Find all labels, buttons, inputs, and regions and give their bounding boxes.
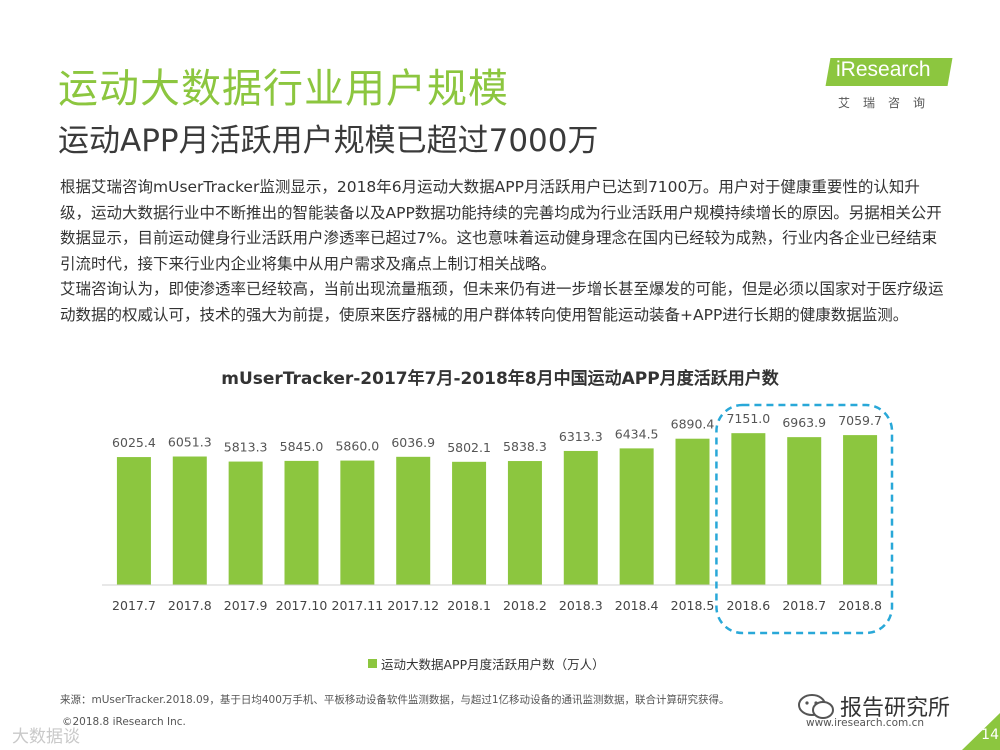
data-label-2018.6: 7151.0	[726, 411, 770, 426]
x-tick-2018.7: 2018.7	[782, 598, 826, 613]
site-url: www.iresearch.com.cn	[806, 717, 925, 729]
bar-2017.12	[396, 456, 431, 585]
page-number: 14	[981, 727, 999, 743]
page-title: 运动大数据行业用户规模	[58, 66, 509, 112]
wechat-icon	[798, 694, 834, 719]
data-label-2018.4: 6434.5	[615, 426, 659, 441]
data-label-2017.7: 6025.4	[112, 435, 156, 450]
bar-2018.4	[619, 448, 654, 585]
bar-2017.10	[284, 460, 319, 585]
data-label-2018.8: 7059.7	[838, 413, 882, 428]
bar-2018.2	[507, 461, 542, 585]
x-tick-2018.1: 2018.1	[447, 598, 491, 613]
body-text: 根据艾瑞咨询mUserTracker监测显示，2018年6月运动大数据APP月活…	[60, 175, 950, 328]
bar-2018.5	[675, 438, 710, 585]
watermark-right: 报告研究所	[840, 696, 951, 721]
bar-2018.1	[452, 461, 487, 585]
data-label-2018.5: 6890.4	[671, 417, 715, 432]
bar-2017.8	[172, 456, 207, 585]
bar-2018.7	[787, 437, 822, 585]
bar-2018.3	[563, 450, 598, 585]
body-paragraph-1: 根据艾瑞咨询mUserTracker监测显示，2018年6月运动大数据APP月活…	[60, 178, 942, 273]
x-tick-2017.11: 2017.11	[332, 598, 384, 613]
x-tick-2017.9: 2017.9	[224, 598, 268, 613]
x-tick-2018.3: 2018.3	[559, 598, 603, 613]
x-tick-2018.6: 2018.6	[726, 598, 770, 613]
data-label-2017.8: 6051.3	[168, 435, 212, 450]
data-label-2018.7: 6963.9	[782, 415, 826, 430]
page-subtitle: 运动APP月活跃用户规模已超过7000万	[58, 123, 599, 159]
chart-legend: 运动大数据APP月度活跃用户数（万人）	[368, 654, 605, 673]
x-tick-2017.8: 2017.8	[168, 598, 212, 613]
bar-2017.7	[116, 457, 151, 585]
body-paragraph-2: 艾瑞咨询认为，即使渗透率已经较高，当前出现流量瓶颈，但未来仍有进一步增长甚至爆发…	[60, 280, 944, 324]
data-label-2017.9: 5813.3	[224, 440, 268, 455]
x-tick-2018.2: 2018.2	[503, 598, 547, 613]
data-label-2018.1: 5802.1	[447, 440, 491, 455]
copyright: ©2018.8 iResearch Inc.	[62, 716, 186, 728]
legend-swatch	[368, 659, 377, 668]
bar-2018.6	[731, 433, 766, 585]
data-label-2017.10: 5845.0	[280, 439, 324, 454]
x-tick-2018.5: 2018.5	[671, 598, 715, 613]
x-tick-2017.7: 2017.7	[112, 598, 156, 613]
data-label-2018.2: 5838.3	[503, 439, 547, 454]
data-label-2017.12: 6036.9	[391, 435, 435, 450]
x-tick-2018.4: 2018.4	[615, 598, 659, 613]
data-label-2018.3: 6313.3	[559, 429, 603, 444]
highlight-box	[715, 403, 894, 635]
data-label-2017.11: 5860.0	[335, 439, 379, 454]
bar-2017.9	[228, 461, 263, 585]
legend-label: 运动大数据APP月度活跃用户数（万人）	[381, 657, 605, 672]
x-tick-2017.12: 2017.12	[387, 598, 439, 613]
bar-2017.11	[340, 460, 375, 585]
x-tick-2018.8: 2018.8	[838, 598, 882, 613]
iresearch-logo: iResearch 艾瑞咨询	[822, 56, 962, 116]
bar-2018.8	[843, 435, 878, 585]
logo-chinese-text: 艾瑞咨询	[838, 96, 939, 110]
x-tick-2017.10: 2017.10	[276, 598, 328, 613]
chart-title: mUserTracker-2017年7月-2018年8月中国运动APP月度活跃用…	[221, 369, 779, 389]
source-note: 来源：mUserTracker.2018.09，基于日均400万手机、平板移动设…	[60, 694, 730, 706]
logo-brand-text: iResearch	[836, 58, 931, 81]
watermark-left: 大数据谈	[12, 727, 80, 747]
